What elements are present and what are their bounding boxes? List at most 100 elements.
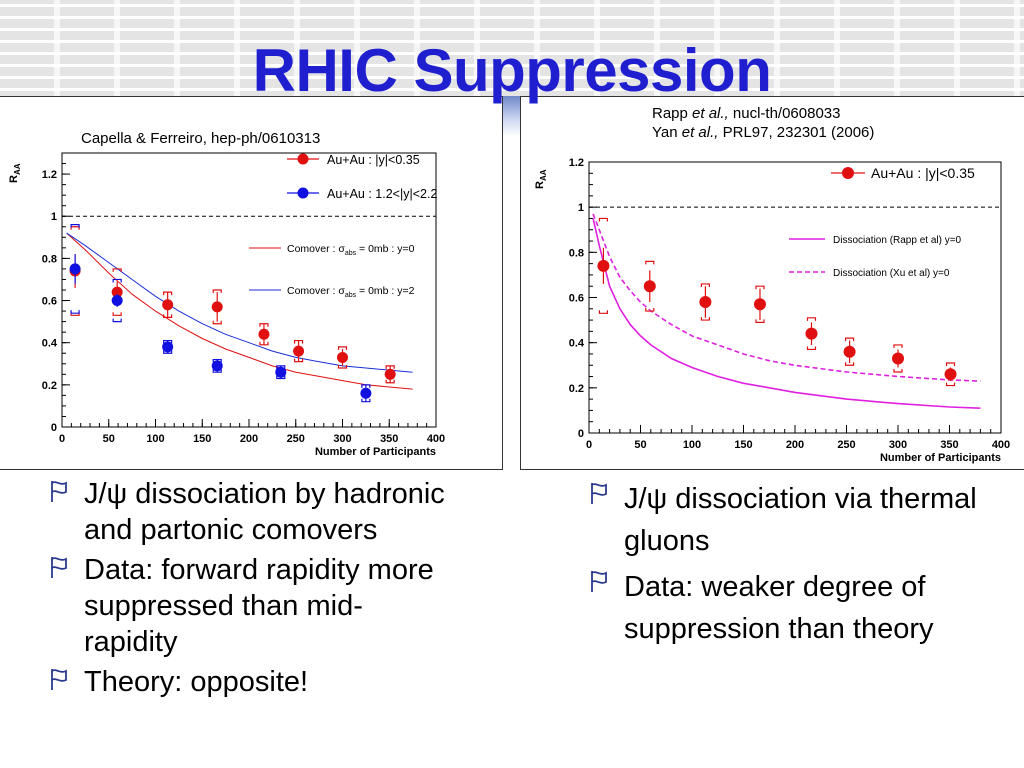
data-point	[360, 387, 372, 399]
syst-bracket-bottom	[945, 382, 956, 387]
data-point	[211, 360, 223, 372]
y-tick-label: 0.2	[569, 383, 584, 395]
x-tick-label: 300	[333, 433, 351, 445]
open-flag-icon	[51, 557, 67, 578]
syst-bracket-bottom	[163, 350, 173, 354]
bullet-item: Data: weaker degree of suppression than …	[586, 566, 1006, 650]
y-tick-label: 0.2	[42, 380, 57, 392]
y-tick-label: 0.4	[569, 338, 585, 350]
y-tick-label: 1.2	[569, 157, 584, 169]
syst-bracket-bottom	[70, 312, 80, 316]
x-tick-label: 200	[240, 433, 258, 445]
x-tick-label: 150	[193, 433, 211, 445]
bullet-text: J/ψ dissociation by hadronic and partoni…	[84, 478, 445, 546]
bullet-text: Data: forward rapidity more suppressed t…	[84, 554, 434, 658]
data-point	[753, 298, 766, 311]
data-point	[384, 368, 396, 380]
open-flag-icon	[591, 571, 607, 592]
x-tick-label: 350	[380, 433, 398, 445]
syst-bracket-bottom	[337, 364, 348, 369]
y-tick-label: 0	[51, 422, 57, 434]
legend-label: Au+Au : 1.2<|y|<2.2	[327, 187, 437, 201]
x-axis-label: Number of Participants	[315, 446, 436, 458]
y-tick-label: 0.8	[569, 247, 584, 259]
syst-bracket-bottom	[598, 310, 609, 314]
x-tick-label: 50	[634, 439, 646, 451]
syst-bracket-bottom	[755, 319, 765, 323]
citation: Capella & Ferreiro, hep-ph/0610313	[81, 130, 320, 147]
y-tick-label: 0.6	[42, 296, 57, 308]
syst-bracket-top	[112, 278, 122, 283]
x-tick-label: 350	[940, 439, 958, 451]
legend-label: Au+Au : |y|<0.35	[871, 165, 975, 181]
x-tick-label: 100	[683, 439, 701, 451]
syst-bracket-bottom	[70, 310, 80, 314]
data-point	[643, 280, 656, 293]
data-point	[337, 351, 348, 363]
syst-bracket-top	[361, 384, 371, 388]
syst-bracket-bottom	[112, 318, 122, 323]
data-point	[69, 263, 81, 275]
data-point	[805, 327, 818, 340]
y-axis-label: RAA	[534, 169, 548, 189]
syst-bracket-top	[806, 317, 817, 321]
data-point	[211, 301, 223, 313]
x-tick-label: 50	[103, 433, 115, 445]
y-tick-label: 0	[578, 428, 584, 440]
legend-marker	[297, 187, 309, 199]
syst-bracket-top	[844, 337, 855, 342]
bullet-list-right: J/ψ dissociation via thermal gluons Data…	[586, 478, 1006, 654]
bullet-item: Theory: opposite!	[46, 664, 446, 700]
chart-capella-ferreiro: 0 50 100 150 200 250 300 350 400 0 0.2 0.4 0.6 0.8 1 1.…	[8, 130, 445, 458]
data-point	[944, 368, 957, 381]
syst-bracket-bottom	[844, 362, 855, 366]
syst-bracket-top	[945, 362, 956, 366]
syst-bracket-top	[70, 224, 80, 228]
bullet-item: J/ψ dissociation by hadronic and partoni…	[46, 476, 446, 548]
bullet-list-left: J/ψ dissociation by hadronic and partoni…	[46, 476, 446, 704]
bullet-text: Data: weaker degree of suppression than …	[624, 571, 934, 645]
x-tick-label: 100	[146, 433, 164, 445]
x-tick-label: 400	[427, 433, 445, 445]
bullet-item: Data: forward rapidity more suppressed t…	[46, 552, 446, 660]
syst-bracket-top	[893, 344, 903, 348]
syst-bracket-top	[259, 323, 269, 327]
syst-bracket-top	[700, 283, 710, 287]
legend-label: Dissociation (Rapp et al) y=0	[833, 235, 962, 246]
y-tick-label: 0.4	[42, 338, 58, 350]
data-point	[162, 341, 174, 353]
syst-bracket-bottom	[212, 320, 222, 325]
syst-bracket-bottom	[700, 317, 710, 321]
theory-curve	[592, 213, 981, 382]
syst-bracket-top	[70, 226, 80, 230]
legend-label: Dissociation (Xu et al) y=0	[833, 268, 950, 279]
x-tick-label: 0	[586, 439, 592, 451]
citation: Yan et al., PRL97, 232301 (2006)	[652, 124, 874, 141]
syst-bracket-top	[337, 346, 348, 350]
syst-bracket-bottom	[645, 308, 655, 312]
y-axis-label: RAA	[8, 163, 22, 183]
syst-bracket-top	[598, 217, 609, 222]
data-point	[111, 286, 123, 298]
syst-bracket-top	[112, 268, 122, 272]
x-tick-label: 250	[287, 433, 305, 445]
data-point	[162, 299, 174, 311]
syst-bracket-bottom	[112, 312, 122, 316]
syst-bracket-bottom	[361, 398, 371, 403]
x-tick-label: 150	[734, 439, 752, 451]
legend-label: Comover : σabs = 0mb : y=0	[287, 243, 415, 257]
y-tick-label: 1.2	[42, 169, 57, 181]
legend-marker	[842, 167, 854, 179]
data-point	[892, 352, 904, 365]
x-tick-label: 400	[992, 439, 1010, 451]
slide-title: RHIC Suppression	[252, 37, 772, 104]
data-point	[699, 296, 712, 309]
citation: Rapp et al., nucl-th/0608033	[652, 105, 840, 122]
x-tick-label: 250	[837, 439, 855, 451]
data-point	[843, 345, 856, 358]
theory-curve	[66, 232, 413, 390]
chart-panel-rapp: 0 50 100 150 200 250 300 350 400 0 0.2 0.4 0.6 0.8 1 1.…	[520, 96, 1024, 470]
data-point	[293, 345, 305, 357]
syst-bracket-top	[645, 260, 655, 265]
legend-label: Au+Au : |y|<0.35	[327, 153, 420, 167]
